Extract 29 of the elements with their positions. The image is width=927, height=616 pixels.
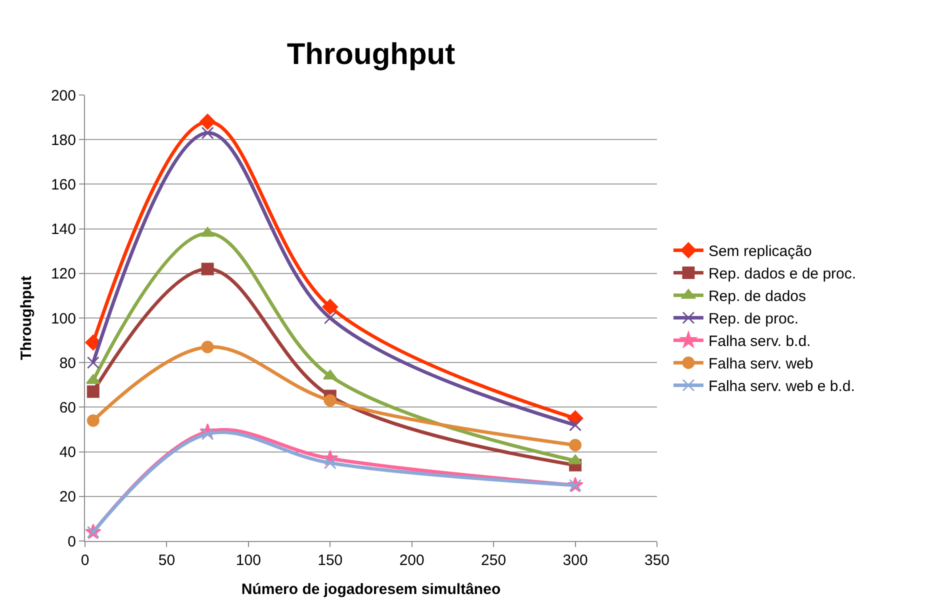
y-tick-label: 80 <box>59 354 76 372</box>
y-tick-label: 0 <box>68 533 76 550</box>
legend-label: Falha serv. web <box>708 356 814 373</box>
y-tick-label: 140 <box>50 221 76 238</box>
x-tick-label: 100 <box>236 552 261 569</box>
legend-label: Rep. de dados <box>708 288 806 306</box>
y-tick-label: 40 <box>59 444 76 462</box>
x-tick-label: 150 <box>318 552 343 569</box>
y-tick-label: 20 <box>59 488 76 506</box>
y-tick-label: 180 <box>50 132 76 149</box>
y-tick-label: 160 <box>50 176 76 194</box>
x-tick-label: 250 <box>481 552 506 569</box>
chart-title: Throughput <box>286 38 456 72</box>
legend-label: Sem replicação <box>708 243 812 260</box>
legend-label: Falha serv. web e b.d. <box>708 378 855 396</box>
x-tick-label: 50 <box>158 552 176 569</box>
y-tick-label: 60 <box>59 399 76 416</box>
legend-label: Falha serv. b.d. <box>708 333 811 350</box>
x-tick-label: 350 <box>644 552 670 569</box>
legend-label: Rep. dados e de proc. <box>708 266 856 283</box>
y-tick-label: 120 <box>50 266 76 283</box>
y-tick-label: 100 <box>50 310 76 328</box>
x-tick-label: 300 <box>562 552 588 569</box>
x-axis-title: Número de jogadoresem simultâneo <box>241 581 501 598</box>
x-tick-label: 0 <box>80 552 90 569</box>
y-axis-title: Throughput <box>18 276 36 360</box>
y-tick-label: 200 <box>50 87 76 104</box>
x-tick-label: 200 <box>399 552 424 569</box>
legend-label: Rep. de proc. <box>708 310 799 328</box>
